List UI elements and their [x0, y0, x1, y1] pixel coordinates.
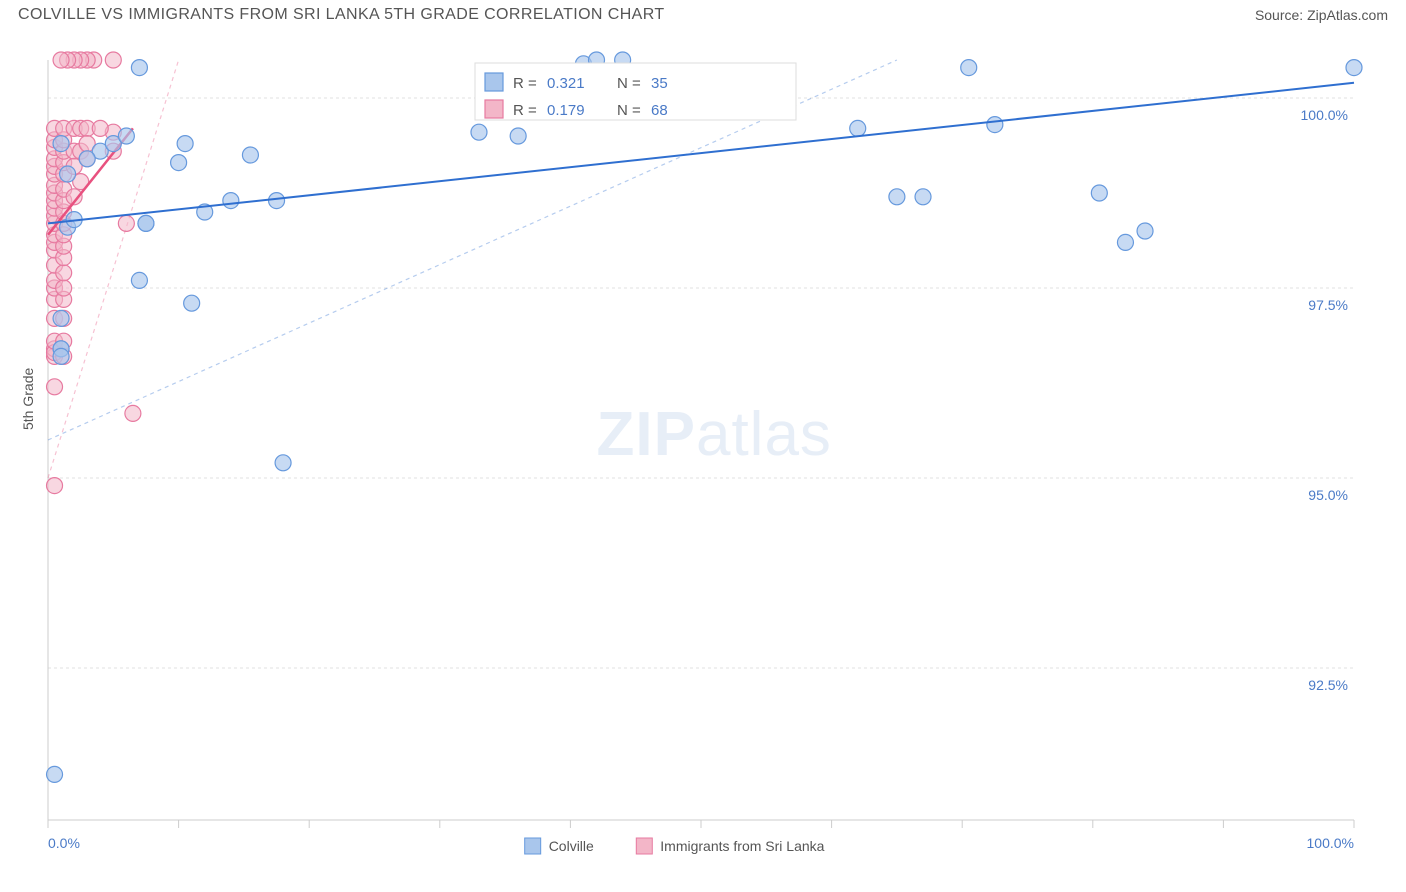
svg-text:95.0%: 95.0%	[1308, 487, 1348, 503]
svg-text:0.321: 0.321	[547, 75, 585, 92]
chart-source: Source: ZipAtlas.com	[1255, 7, 1388, 23]
scatter-plot: 0.0% 100.0% 92.5% 95.0% 97.5% 100.0% ZIPatlas R…	[0, 30, 1406, 860]
chart-header: COLVILLE VS IMMIGRANTS FROM SRI LANKA 5T…	[0, 0, 1406, 30]
svg-text:0.0%: 0.0%	[48, 835, 80, 851]
svg-text:ZIPatlas: ZIPatlas	[597, 400, 832, 469]
svg-text:N =: N =	[617, 75, 641, 92]
chart-title: COLVILLE VS IMMIGRANTS FROM SRI LANKA 5T…	[18, 6, 665, 24]
svg-text:N =: N =	[617, 102, 641, 119]
y-axis-label: 5th Grade	[20, 368, 36, 430]
svg-text:R =: R =	[513, 102, 537, 119]
svg-text:97.5%: 97.5%	[1308, 297, 1348, 313]
svg-text:100.0%: 100.0%	[1301, 107, 1348, 123]
svg-text:Immigrants from Sri Lanka: Immigrants from Sri Lanka	[660, 838, 824, 854]
svg-text:100.0%: 100.0%	[1307, 835, 1354, 851]
svg-text:35: 35	[651, 75, 668, 92]
svg-text:Colville: Colville	[549, 838, 594, 854]
svg-text:68: 68	[651, 102, 668, 119]
svg-text:0.179: 0.179	[547, 102, 585, 119]
svg-text:R =: R =	[513, 75, 537, 92]
chart-area: 5th Grade 0.0% 100.0% 92.5% 95.0% 97.5% 100.0…	[0, 30, 1406, 860]
svg-text:92.5%: 92.5%	[1308, 677, 1348, 693]
